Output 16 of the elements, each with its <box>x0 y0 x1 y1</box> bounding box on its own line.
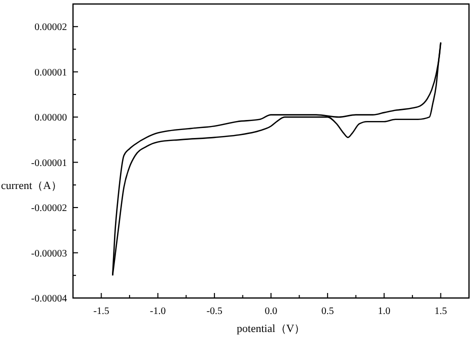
x-tick-label: 0.0 <box>264 306 278 317</box>
y-tick-label: 0.00002 <box>34 22 67 34</box>
y-tick-label: -0.00002 <box>31 203 67 214</box>
x-axis-title: potential（V） <box>236 323 306 335</box>
y-tick-label: -0.00001 <box>31 158 67 169</box>
x-tick-label: -1.5 <box>93 306 110 317</box>
y-tick-label: -0.00004 <box>31 294 67 304</box>
x-tick-label: 0.5 <box>321 306 334 317</box>
y-axis-title: current（A） <box>1 180 62 192</box>
x-tick-label: 1.5 <box>434 306 447 317</box>
x-tick-label: -0.5 <box>206 306 222 317</box>
y-tick-label: 0.00000 <box>34 112 67 124</box>
x-tick-label: -1.0 <box>150 306 166 317</box>
x-tick-label: 1.0 <box>378 306 390 317</box>
y-tick-label: -0.00003 <box>31 248 67 260</box>
y-tick-label: 0.00001 <box>34 67 67 78</box>
